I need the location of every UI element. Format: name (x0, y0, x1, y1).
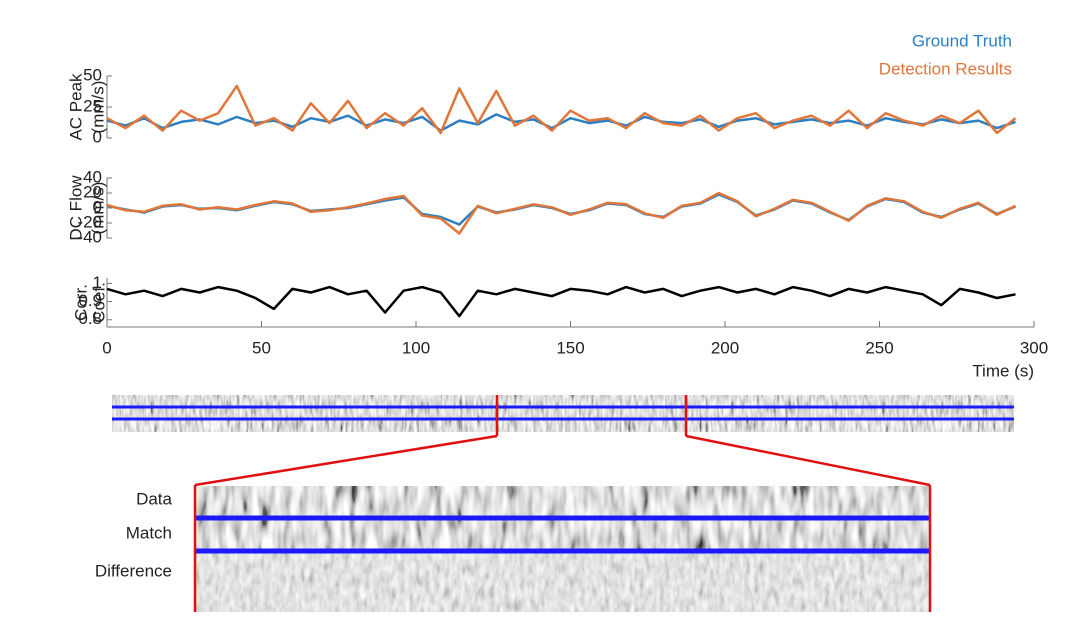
y-axis-label: (mm/s) (88, 182, 107, 235)
x-tick-label: 50 (252, 338, 271, 357)
y-axis-label: Corr. (71, 284, 90, 321)
series-line (106, 84, 1017, 135)
strip-image (112, 395, 1014, 432)
y-tick-label: 0 (93, 127, 102, 146)
x-tick-label: 100 (402, 338, 430, 357)
y-tick-label: 50 (83, 65, 102, 84)
y-axis-label: AC Peak (66, 73, 85, 141)
y-tick-label: 0 (93, 197, 102, 216)
difference-image (195, 553, 930, 612)
y-tick-label: 25 (83, 96, 102, 115)
y-tick-label: 0.9 (78, 291, 102, 310)
row-label: Difference (95, 561, 172, 580)
legend-label: Detection Results (879, 59, 1012, 78)
row-label: Match (126, 523, 172, 542)
row-label: Data (136, 489, 172, 508)
legend-label: Ground Truth (912, 31, 1012, 50)
series-line (106, 285, 1016, 318)
data-image (195, 486, 930, 517)
y-axis-label: (mm/s) (88, 81, 107, 134)
x-tick-label: 300 (1020, 338, 1048, 357)
x-tick-label: 150 (556, 338, 584, 357)
y-tick-label: 40 (83, 167, 102, 186)
y-tick-label: -20 (77, 212, 102, 231)
overview-strip (112, 395, 1014, 487)
zoom-connector (685, 434, 931, 487)
x-tick-label: 0 (102, 338, 111, 357)
y-tick-label: 0.8 (78, 309, 102, 328)
y-tick-label: -40 (77, 227, 102, 246)
zoom-panel: Data Match Difference (95, 485, 932, 612)
x-axis-label: Time (s) (972, 361, 1034, 380)
series-line (106, 193, 1016, 226)
x-tick-label: 200 (711, 338, 739, 357)
y-axis-label: Coef. (89, 282, 108, 323)
series-line (106, 191, 1017, 235)
y-tick-label: 1 (93, 273, 102, 292)
y-axis-label: DC Flow (66, 175, 85, 241)
zoom-connector (194, 434, 498, 487)
match-image (195, 520, 930, 549)
x-tick-label: 250 (865, 338, 893, 357)
y-tick-label: 20 (83, 182, 102, 201)
